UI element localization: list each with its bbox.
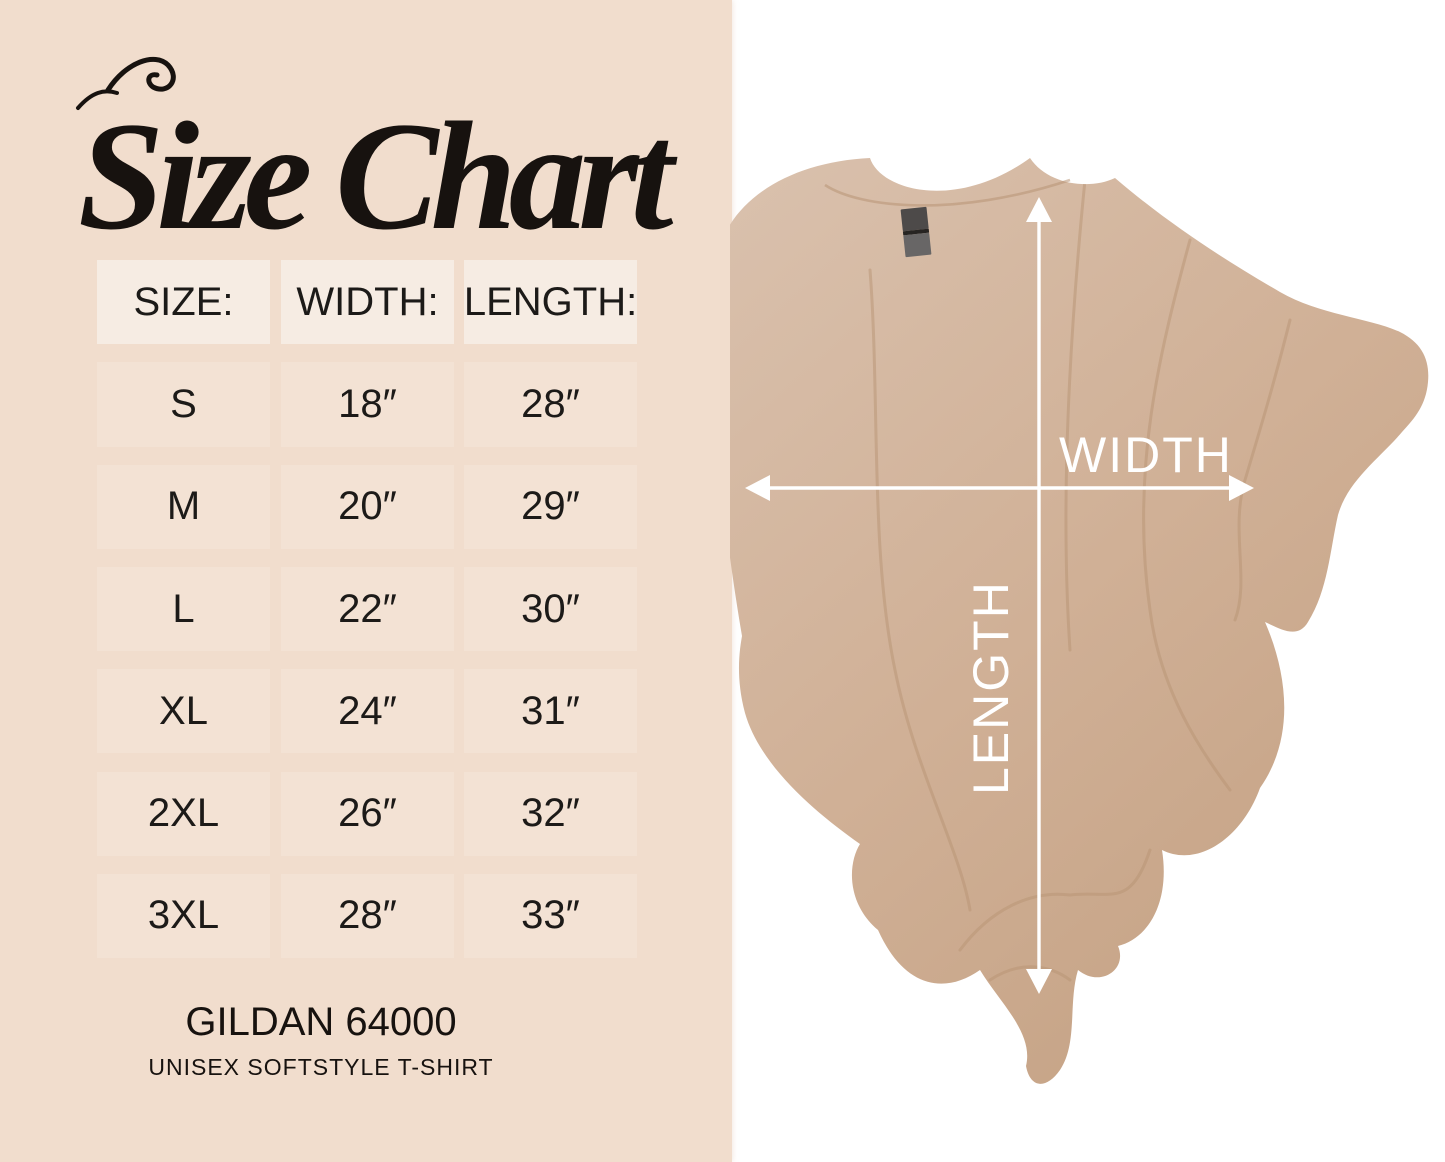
svg-text:Size Chart: Size Chart — [78, 90, 678, 240]
svg-text:LENGTH: LENGTH — [963, 580, 1019, 795]
svg-text:WIDTH: WIDTH — [1059, 427, 1233, 483]
